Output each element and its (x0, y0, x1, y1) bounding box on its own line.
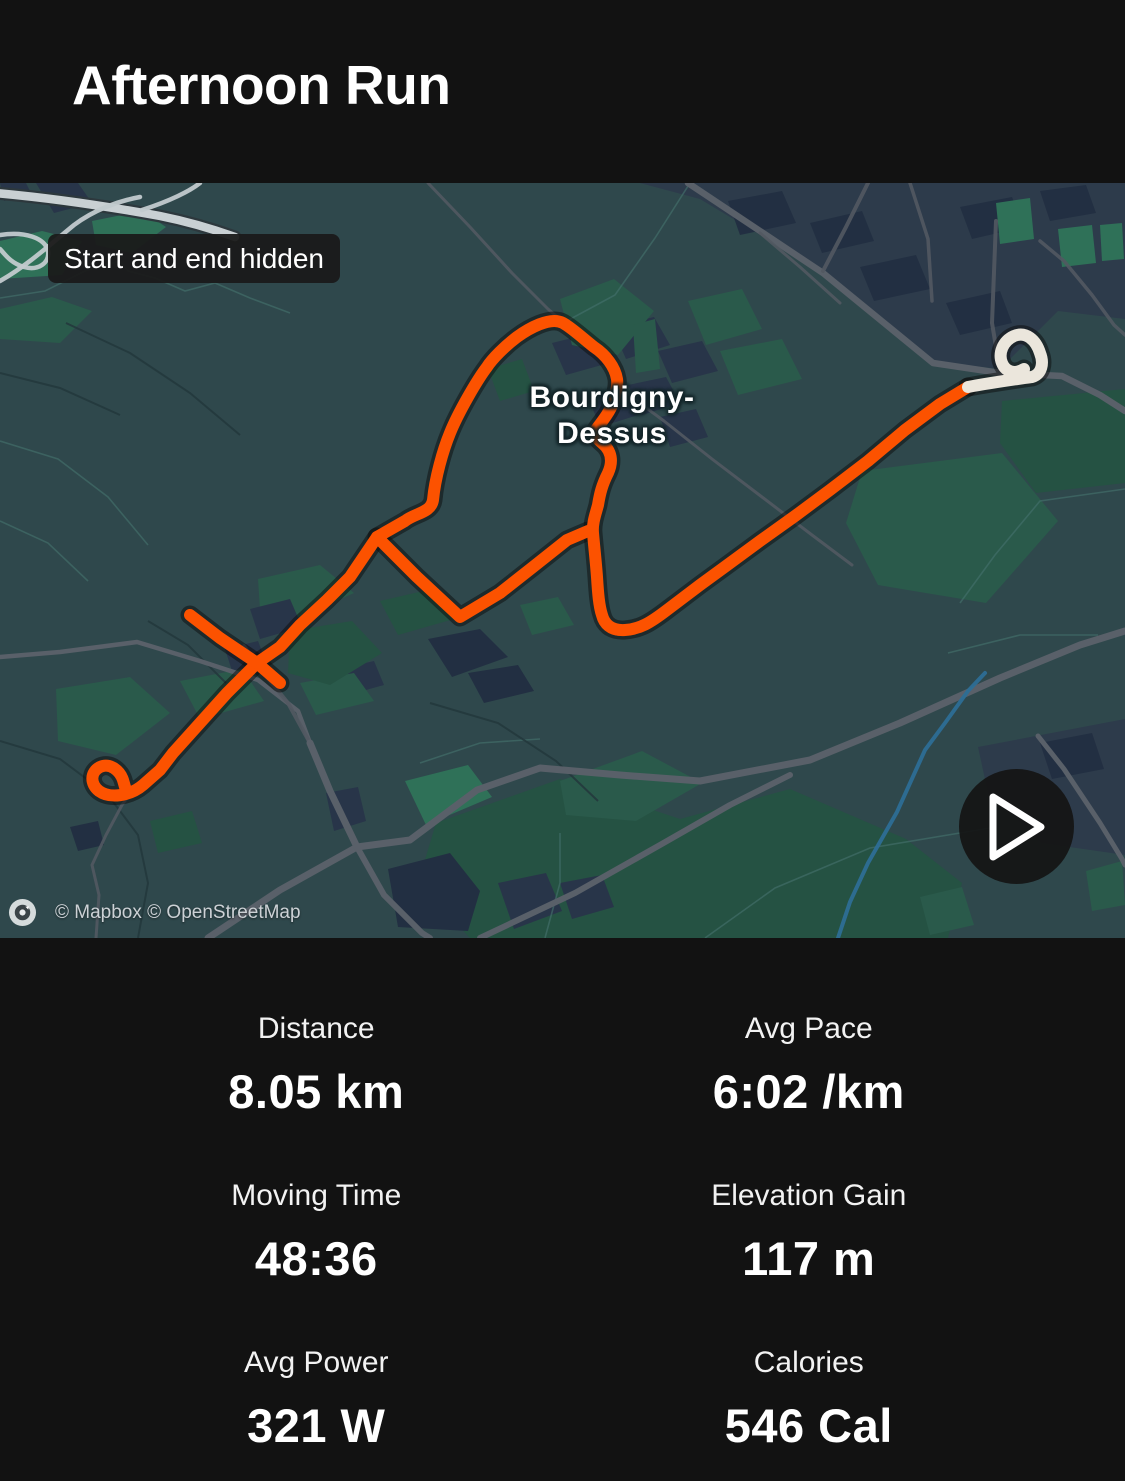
stat-distance: Distance 8.05 km (70, 1011, 563, 1120)
stat-value: 48:36 (254, 1232, 378, 1285)
play-activity-button[interactable] (959, 769, 1074, 884)
stat-label: Avg Power (243, 1346, 389, 1379)
stat-elevation-gain: Elevation Gain 117 m (563, 1178, 1056, 1287)
route-map[interactable]: Start and end hidden Bourdigny- Dessus ©… (0, 183, 1125, 938)
route-line-spur (184, 609, 286, 689)
stat-label: Calories (753, 1346, 864, 1379)
stat-label: Elevation Gain (711, 1179, 907, 1212)
privacy-badge: Start and end hidden (48, 234, 340, 283)
place-label-line1: Bourdigny- (529, 381, 695, 414)
place-label: Bourdigny- Dessus (467, 380, 757, 452)
stat-avg-power: Avg Power 321 W (70, 1345, 563, 1454)
stat-avg-pace: Avg Pace 6:02 /km (563, 1011, 1056, 1120)
route-line-main (86, 315, 974, 802)
route-line-hidden-segment (962, 328, 1048, 393)
route-line-loop-arm (371, 525, 594, 623)
stat-value: 117 m (742, 1232, 876, 1285)
play-icon (989, 793, 1044, 860)
activity-title: Afternoon Run (72, 54, 451, 116)
attribution-text[interactable]: © Mapbox © OpenStreetMap (55, 901, 301, 923)
stat-value: 6:02 /km (712, 1065, 905, 1118)
map-route (82, 311, 1052, 805)
stat-calories: Calories 546 Cal (563, 1345, 1056, 1454)
stat-value: 546 Cal (724, 1399, 893, 1452)
map-highway (0, 183, 242, 284)
stats-grid: Distance 8.05 km Avg Pace 6:02 /km Movin… (0, 938, 1125, 1480)
stat-value: 321 W (247, 1399, 386, 1452)
mapbox-logo-icon[interactable] (8, 898, 37, 927)
stat-label: Distance (257, 1012, 375, 1045)
map-canvas[interactable] (0, 183, 1125, 938)
stat-label: Avg Pace (744, 1012, 873, 1045)
stream-line (836, 671, 987, 938)
stat-moving-time: Moving Time 48:36 (70, 1178, 563, 1287)
header: Afternoon Run (0, 0, 1125, 183)
place-label-line2: Dessus (557, 417, 667, 450)
map-attribution: © Mapbox © OpenStreetMap (8, 898, 301, 927)
stat-value: 8.05 km (228, 1065, 405, 1118)
stat-label: Moving Time (231, 1179, 402, 1212)
